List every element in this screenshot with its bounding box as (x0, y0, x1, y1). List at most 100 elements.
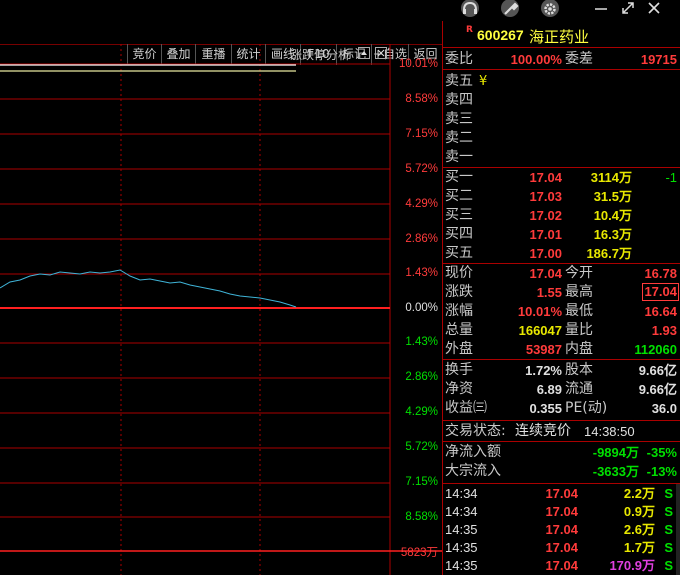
tick-row: 14:34 17.04 2.2万 S (445, 484, 680, 503)
fundamentals-row: 收益㈢ 0.355 PE(动) 36.0 (445, 399, 680, 418)
tick-volume: 2.6万 (623, 522, 655, 537)
float-shares: 9.66亿 (638, 382, 677, 397)
title-bar (0, 0, 680, 20)
status-time: 14:38:50 (584, 424, 635, 439)
tick-volume: 2.2万 (623, 486, 655, 501)
bid-label: 买三 (445, 207, 473, 223)
ask-row[interactable]: 卖四 (445, 91, 680, 110)
currency-sign: ¥ (479, 74, 488, 89)
bid-price: 17.04 (529, 170, 562, 185)
trading-status-label: 交易状态: (445, 423, 506, 439)
ask-label: 卖一 (445, 149, 473, 165)
minimize-icon[interactable] (588, 0, 614, 20)
tick-time: 14:35 (445, 540, 478, 555)
tick-price: 17.04 (545, 522, 578, 537)
statistics-button[interactable]: 统计 (231, 44, 265, 65)
replay-button[interactable]: 重播 (195, 44, 231, 65)
margin-badge: R (466, 25, 473, 35)
intraday-chart[interactable]: 涨跌停分析 10.01% 8.58% 7.15% 5.72% 4.29% 2.8… (0, 44, 442, 575)
tick-price: 17.04 (545, 486, 578, 501)
bid-row[interactable]: 买三 17.02 10.4万 (445, 206, 680, 225)
tick-time: 14:34 (445, 486, 478, 501)
volume-ratio: 1.93 (651, 323, 677, 338)
close-icon[interactable] (641, 0, 667, 20)
low-price: 16.64 (644, 304, 677, 319)
tick-row: 14:35 17.04 170.9万 S (445, 556, 680, 575)
turnover: 1.72% (525, 363, 562, 378)
net-inflow: -9894万 (592, 445, 639, 460)
bid-price: 17.00 (529, 246, 562, 261)
inner-label: 内盘 (565, 341, 593, 357)
change-pct-label: 涨幅 (445, 303, 473, 319)
limit-analysis-label[interactable]: 涨跌停分析 (290, 48, 351, 62)
axis-label-up: 8.58% (405, 93, 438, 105)
flow-row: 净流入额 -9894万 -35% (445, 443, 680, 462)
pe-ratio: 36.0 (651, 401, 677, 416)
auction-button[interactable]: 竞价 (127, 44, 161, 65)
overlay-button[interactable]: 叠加 (161, 44, 195, 65)
bid-row[interactable]: 买二 17.03 31.5万 (445, 187, 680, 206)
net-assets-label: 净资 (445, 381, 473, 397)
pe-label: PE(动) (565, 400, 608, 416)
ask-row[interactable]: 卖二 (445, 129, 680, 148)
bid-volume: 16.3万 (593, 227, 632, 242)
tick-row: 14:34 17.04 0.9万 S (445, 502, 680, 521)
back-button[interactable]: 返回 (408, 44, 442, 65)
restore-icon[interactable] (615, 0, 641, 20)
gear-icon[interactable] (537, 0, 563, 20)
bid-volume: 186.7万 (586, 246, 632, 261)
ask-label: 卖二 (445, 130, 473, 146)
commission-ratio: 100.00% (510, 52, 562, 67)
bid-price: 17.01 (529, 227, 562, 242)
commission-ratio-label: 委比 (445, 51, 473, 67)
price-line (0, 269, 297, 308)
tick-side: S (664, 504, 673, 519)
stock-code: 600267 (477, 27, 524, 43)
ask-label: 卖五 (445, 73, 473, 89)
quote-row: 现价 17.04 今开 16.78 (445, 264, 680, 283)
tick-scrollbar[interactable] (676, 484, 680, 575)
open-price: 16.78 (644, 266, 677, 281)
axis-label-up: 2.86% (405, 233, 438, 245)
close-panel-icon[interactable] (375, 47, 387, 59)
eps-label: 收益㈢ (445, 400, 487, 416)
commission-diff: 19715 (640, 52, 677, 67)
open-label: 今开 (565, 265, 593, 281)
headset-icon[interactable] (457, 0, 483, 20)
ask-row[interactable]: 卖一 (445, 148, 680, 167)
outer-volume: 53987 (525, 342, 562, 357)
quote-panel (442, 21, 680, 575)
chart-toolbar: 竞价 叠加 重播 统计 画线 F10 标记 +自选 返回 (0, 21, 442, 65)
ask-row[interactable]: 卖三 (445, 110, 680, 129)
volume-ratio-label: 量比 (565, 322, 593, 338)
mark-button[interactable]: 标记 (336, 44, 371, 65)
wrench-icon[interactable] (497, 0, 523, 20)
trading-status-row: 交易状态: 连续竞价 14:38:50 (445, 422, 680, 441)
f10-button[interactable]: F10 (300, 44, 336, 65)
change-pct: 10.01% (517, 304, 562, 319)
bid-volume: 3114万 (590, 170, 632, 185)
quote-row: 外盘 53987 内盘 112060 (445, 340, 680, 359)
bid-row[interactable]: 买五 17.00 186.7万 (445, 244, 680, 263)
axis-label-down: 1.43% (405, 336, 438, 348)
commission-row: 委比 100.00% 委差 19715 (445, 50, 680, 69)
axis-label-down: 8.58% (405, 511, 438, 523)
ask-row[interactable]: 卖五 ¥ (445, 72, 680, 91)
axis-label-down: 2.86% (405, 371, 438, 383)
net-inflow-pct: -35% (646, 445, 677, 460)
bid-row[interactable]: 买一 17.04 3114万 -1 (445, 168, 680, 187)
bid-row[interactable]: 买四 17.01 16.3万 (445, 225, 680, 244)
low-label: 最低 (565, 303, 593, 319)
bid-label: 买四 (445, 226, 473, 242)
quote-row: 涨跌 1.55 最高 17.04 (445, 283, 680, 302)
draw-line-button[interactable]: 画线 (265, 44, 300, 65)
ask-label: 卖三 (445, 111, 473, 127)
expand-icon[interactable] (358, 47, 370, 59)
eps: 0.355 (529, 401, 562, 416)
axis-label-up: 5.72% (405, 163, 438, 175)
fundamentals-row: 净资 6.89 流通 9.66亿 (445, 380, 680, 399)
tick-price: 17.04 (545, 558, 578, 573)
bid-label: 买一 (445, 169, 473, 185)
flow-row: 大宗流入 -3633万 -13% (445, 462, 680, 481)
turnover-label: 换手 (445, 362, 473, 378)
